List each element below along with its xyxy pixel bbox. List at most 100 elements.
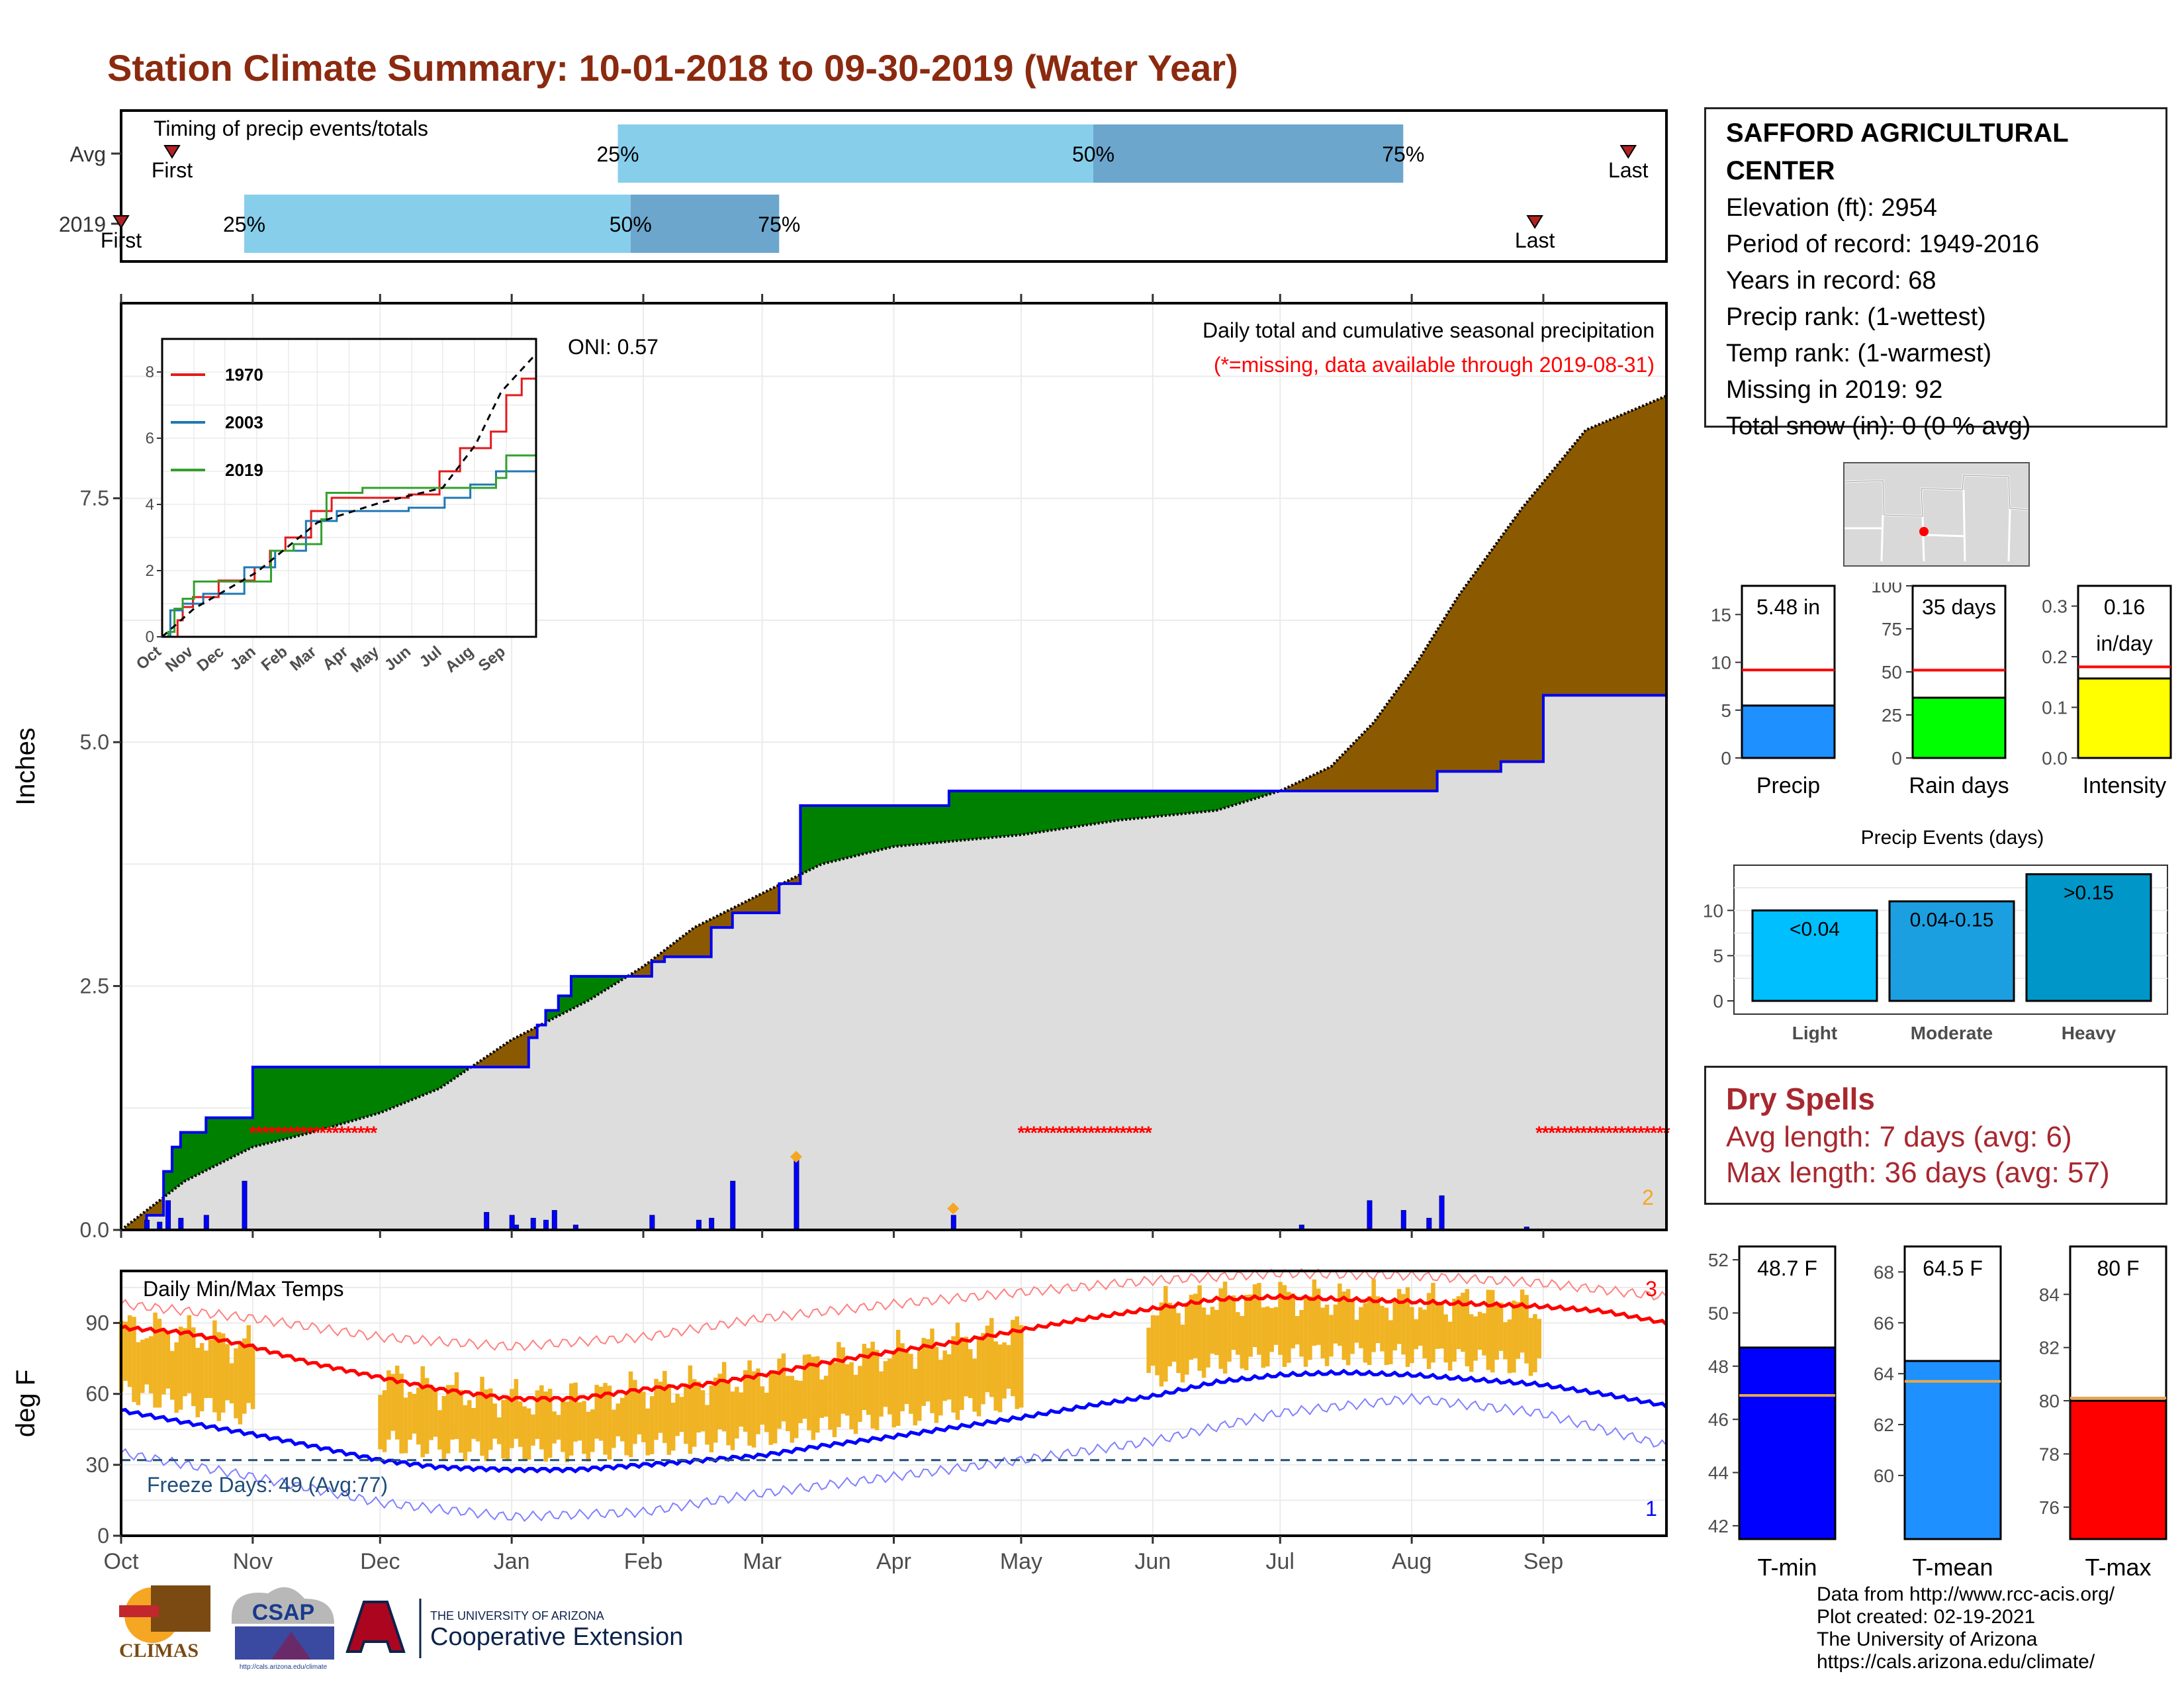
precip-y-axis-label: Inches — [11, 727, 40, 806]
temps-daily-bar — [526, 1408, 531, 1460]
timing-text-last: Last — [1515, 228, 1555, 252]
temps-daily-bar — [582, 1401, 586, 1454]
precip-daily-bar — [1439, 1195, 1445, 1231]
inset-legend-label: 2003 — [225, 412, 263, 432]
summary-tick-label: 50 — [1882, 662, 1902, 682]
temps-daily-bar — [1240, 1315, 1245, 1369]
temps-daily-bar — [1482, 1313, 1486, 1356]
temps-daily-bar — [904, 1350, 909, 1404]
temps-daily-bar — [883, 1361, 888, 1407]
station-location-dot — [1919, 527, 1929, 536]
precip-event-value-label: >0.15 — [2064, 882, 2114, 904]
inset-y-tick-label: 6 — [146, 430, 154, 447]
temps-daily-bar — [594, 1384, 599, 1439]
temps-daily-bar — [174, 1342, 179, 1413]
temps-daily-bar — [1439, 1303, 1444, 1349]
temps-daily-bar — [471, 1408, 476, 1439]
temps-daily-bar — [662, 1370, 667, 1443]
inset-y-tick-label: 8 — [146, 363, 154, 381]
temps-daily-bar — [925, 1339, 931, 1402]
temps-y-tick-label: 30 — [85, 1453, 109, 1477]
temps-daily-bar — [853, 1374, 858, 1434]
temps-daily-bar — [514, 1379, 519, 1439]
temps-daily-bar — [628, 1371, 633, 1458]
temps-daily-bar — [1477, 1311, 1482, 1350]
temps-daily-bar — [1244, 1295, 1249, 1370]
temps-daily-bar — [772, 1372, 778, 1444]
temps-daily-bar — [1507, 1319, 1512, 1374]
temps-daily-bar — [807, 1354, 811, 1430]
csap-text: CSAP — [252, 1600, 314, 1625]
temps-daily-bar — [794, 1380, 799, 1438]
timing-text-last: Last — [1608, 158, 1649, 182]
temps-daily-bar — [522, 1406, 527, 1461]
precip-daily-bar — [242, 1180, 248, 1231]
temps-daily-bar — [412, 1393, 417, 1434]
temps-daily-bar — [615, 1403, 621, 1436]
temps-daily-bar — [1206, 1315, 1210, 1368]
precip-event-bar-moderate — [1888, 900, 2015, 1002]
summary-bar-Rain days — [1911, 696, 2007, 759]
precip-event-category-label: Moderate — [1911, 1023, 1993, 1043]
precip-missing-marker: * — [332, 1123, 339, 1143]
temp-tick-label: 50 — [1708, 1303, 1729, 1323]
temps-daily-bar — [569, 1383, 574, 1456]
logos: CLIMAS CSAP http://cals.arizona.edu/clim… — [119, 1585, 683, 1671]
temps-daily-bar — [459, 1389, 463, 1453]
temp-tick-label: 60 — [1874, 1466, 1894, 1486]
precip-missing-marker: * — [338, 1123, 345, 1143]
summary-tick-label: 0 — [1721, 748, 1731, 769]
station-years: Years in record: 68 — [1726, 267, 1936, 295]
precip-missing-marker: * — [1586, 1123, 1594, 1143]
temps-daily-bar — [467, 1400, 472, 1452]
temps-daily-bar — [1252, 1284, 1257, 1348]
temps-daily-bar — [1171, 1306, 1177, 1362]
temps-daily-bar — [1227, 1296, 1232, 1362]
temp-tick-label: 62 — [1874, 1415, 1894, 1435]
temps-daily-bar — [399, 1374, 404, 1454]
temps-daily-bar — [1447, 1321, 1453, 1371]
temps-daily-bar — [802, 1354, 807, 1419]
temps-daily-bar — [960, 1337, 964, 1410]
climas-logo: CLIMAS — [119, 1585, 210, 1662]
temps-daily-bar — [561, 1401, 565, 1452]
precip-events-tick-label: 0 — [1713, 991, 1723, 1011]
temps-daily-bar — [1180, 1325, 1185, 1383]
temps-daily-bar — [1512, 1300, 1516, 1373]
dry-spells-title: Dry Spells — [1726, 1082, 1875, 1116]
inset-y-tick-label: 4 — [146, 496, 154, 514]
precip-event-bar-heavy — [2025, 873, 2152, 1002]
temp-bar-T-mean — [1903, 1360, 2002, 1540]
temps-avg-max-line — [120, 1293, 1668, 1403]
precip-avg-line — [120, 395, 1667, 1231]
precip-missing-marker: * — [1017, 1123, 1024, 1143]
temps-daily-bar — [786, 1376, 790, 1432]
precip-missing-marker: * — [1606, 1123, 1613, 1143]
precip-daily-bar — [950, 1215, 956, 1231]
inset-legend-label: 2019 — [225, 460, 263, 480]
precip-missing-marker: * — [1561, 1123, 1569, 1143]
temps-daily-bar — [1528, 1317, 1533, 1376]
precip-missing-marker: * — [281, 1123, 289, 1143]
temps-daily-bar — [1201, 1307, 1206, 1378]
temps-record-high-line — [120, 1268, 1667, 1352]
temps-daily-bar — [132, 1317, 136, 1402]
temps-daily-bar — [1410, 1307, 1414, 1364]
temps-daily-bar — [726, 1383, 731, 1446]
precip-daily-bar — [530, 1217, 536, 1231]
temps-daily-bar — [445, 1385, 451, 1454]
station-snow: Total snow (in): 0 (0 % avg) — [1726, 412, 2031, 440]
temps-daily-bar — [997, 1344, 1003, 1413]
precip-missing-marker: * — [1631, 1123, 1638, 1143]
temps-daily-bar — [658, 1382, 663, 1433]
temps-daily-bar — [169, 1350, 175, 1400]
month-tick-label: Apr — [876, 1549, 911, 1574]
temps-daily-bar — [416, 1387, 421, 1445]
credit-university: The University of Arizona — [1817, 1628, 2038, 1650]
month-tick-label: Sep — [1524, 1549, 1564, 1574]
temps-daily-bar — [768, 1373, 773, 1445]
temps-y-axis-label: deg F — [11, 1370, 40, 1437]
temps-daily-bar — [1490, 1289, 1495, 1373]
station-precip-rank: Precip rank: (1-wettest) — [1726, 303, 1986, 331]
